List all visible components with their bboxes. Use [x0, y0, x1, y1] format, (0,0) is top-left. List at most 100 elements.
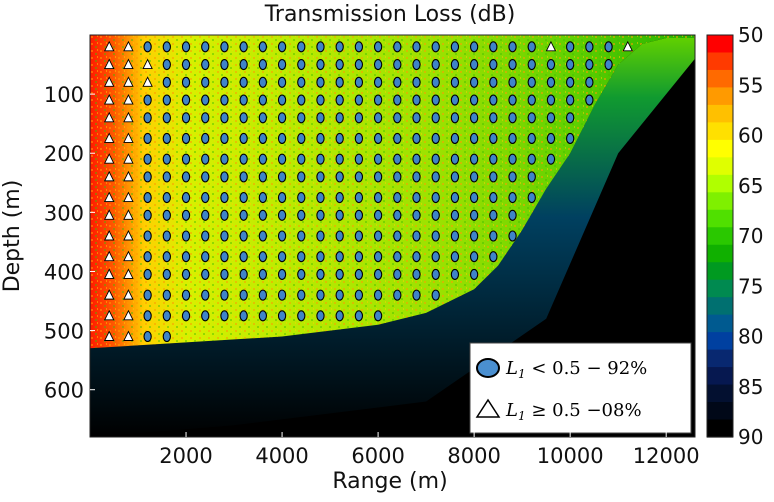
triangle-marker — [103, 111, 115, 123]
circle-marker — [201, 76, 210, 88]
colorbar-tick-label: 90 — [738, 425, 763, 449]
circle-marker — [143, 330, 152, 343]
triangle-marker — [142, 76, 153, 87]
circle-marker — [527, 171, 536, 183]
colorbar-swatch — [707, 157, 733, 176]
circle-marker — [297, 41, 306, 53]
triangle-marker — [123, 111, 134, 123]
circle-marker — [316, 132, 325, 145]
triangle-marker — [123, 58, 134, 70]
circle-marker — [393, 268, 402, 280]
triangle-marker — [123, 209, 134, 220]
circle-marker — [508, 209, 517, 221]
circle-marker — [527, 59, 536, 71]
circle-marker — [201, 132, 210, 145]
circle-marker — [143, 209, 152, 221]
circle-marker — [412, 41, 421, 53]
circle-marker — [220, 171, 229, 183]
circle-marker — [277, 192, 287, 204]
circle-marker — [143, 251, 152, 263]
triangle-marker — [103, 170, 115, 182]
circle-marker — [450, 171, 460, 183]
circle-marker — [412, 171, 421, 183]
circle-marker — [393, 76, 402, 88]
circle-marker — [201, 59, 210, 71]
circle-marker — [258, 171, 268, 183]
circle-marker — [277, 41, 287, 53]
circle-marker — [469, 76, 479, 88]
circle-marker — [220, 41, 229, 53]
circle-marker — [201, 112, 210, 124]
circle-marker — [239, 76, 248, 88]
circle-marker — [316, 59, 325, 71]
circle-marker — [393, 112, 402, 124]
circle-marker — [450, 41, 460, 53]
circle-marker — [258, 153, 268, 165]
circle-marker — [393, 289, 402, 301]
colorbar-swatch — [707, 227, 733, 246]
colorbar-tick-label: 85 — [738, 375, 763, 399]
circle-marker — [258, 59, 268, 71]
circle-marker — [143, 112, 152, 124]
circle-marker — [220, 209, 229, 221]
circle-marker — [258, 251, 268, 263]
circle-marker — [469, 230, 479, 242]
colorbar-swatch — [707, 87, 733, 106]
circle-marker — [489, 171, 498, 183]
circle-marker — [201, 94, 210, 106]
circle-marker — [508, 94, 517, 106]
colorbar-ticks: 50 55 60 65 70 75 80 85 90 — [738, 23, 763, 449]
colorbar-tick-label: 80 — [738, 325, 763, 349]
circle-marker — [527, 112, 536, 124]
circle-marker — [239, 230, 248, 242]
circle-marker — [604, 41, 613, 53]
circle-marker — [373, 153, 383, 165]
circle-marker — [201, 153, 210, 165]
circle-marker — [450, 230, 460, 242]
circle-marker — [162, 171, 171, 183]
circle-marker — [335, 41, 344, 53]
circle-marker — [181, 289, 191, 301]
circle-marker — [469, 94, 479, 106]
circle-marker — [450, 251, 460, 263]
circle-marker — [335, 289, 344, 301]
circle-marker — [585, 41, 594, 53]
circle-marker — [297, 112, 306, 124]
plot-area: L1 < 0.5 − 92% L1 ≥ 0.5 −08% — [90, 35, 695, 437]
circle-marker — [277, 268, 287, 280]
circle-marker — [143, 230, 152, 242]
circle-marker — [393, 132, 402, 145]
circle-marker — [450, 132, 460, 145]
circle-marker — [489, 76, 498, 88]
circle-marker — [143, 153, 152, 165]
circle-marker — [316, 76, 325, 88]
circle-marker — [181, 192, 191, 204]
triangle-marker — [123, 250, 134, 262]
circle-marker — [220, 251, 229, 263]
triangle-marker — [123, 229, 134, 241]
circle-marker — [162, 289, 171, 301]
circle-marker — [162, 268, 171, 280]
circle-marker — [316, 310, 325, 322]
circle-marker — [277, 94, 287, 106]
legend-circle-sub: 1 — [518, 367, 526, 381]
x-tick-label: 6000 — [351, 444, 404, 468]
circle-marker — [393, 41, 402, 53]
circle-marker — [412, 192, 421, 204]
circle-marker — [201, 209, 210, 221]
circle-marker — [450, 192, 460, 204]
circle-marker — [316, 112, 325, 124]
circle-marker — [373, 132, 383, 145]
circle-marker — [258, 132, 268, 145]
circle-marker — [335, 192, 344, 204]
circle-marker — [604, 59, 613, 71]
circle-marker — [450, 76, 460, 88]
circle-marker — [297, 132, 306, 145]
circle-marker — [181, 153, 191, 165]
circle-marker — [431, 132, 440, 145]
circle-marker — [412, 76, 421, 88]
circle-marker — [239, 209, 248, 221]
circle-marker — [354, 289, 364, 301]
circle-marker — [239, 289, 248, 301]
